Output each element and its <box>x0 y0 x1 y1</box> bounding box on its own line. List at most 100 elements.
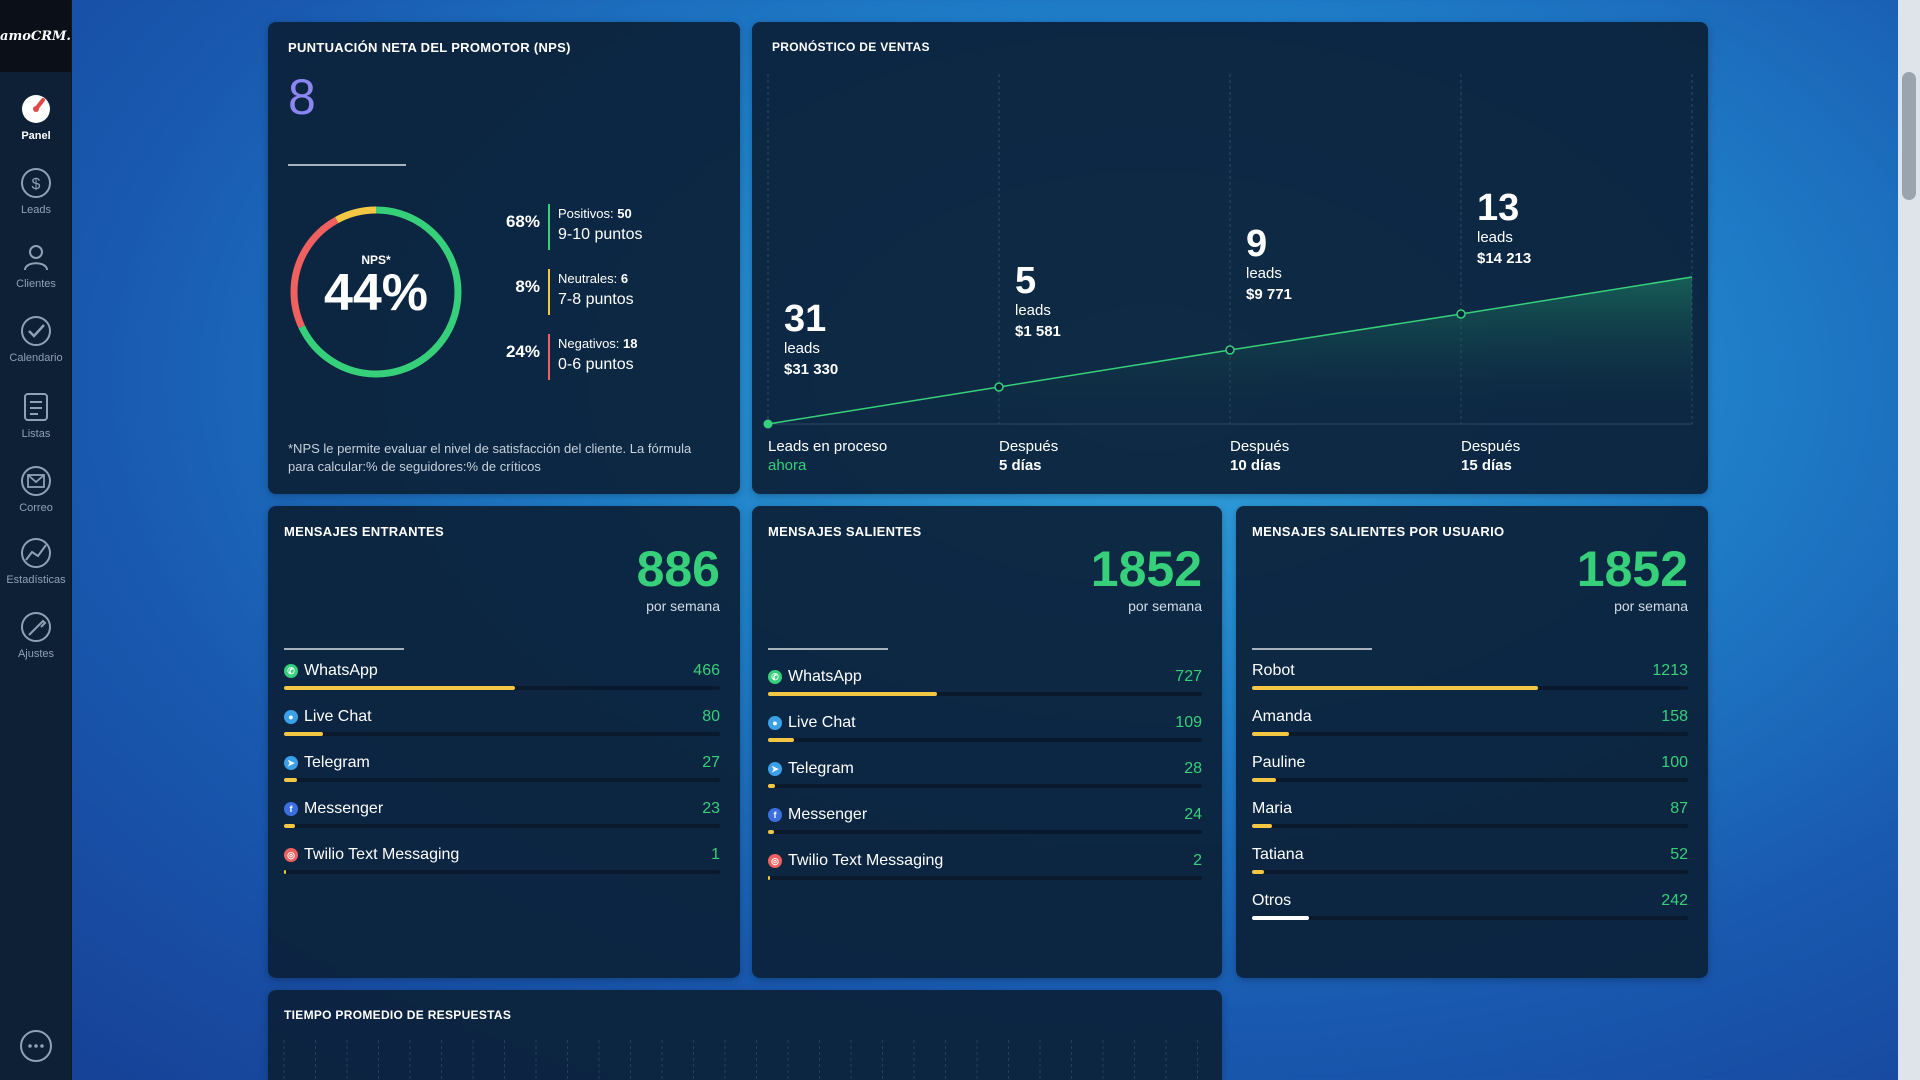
user-name: Pauline <box>1252 754 1306 771</box>
list-item[interactable]: ● Live Chat 109 <box>768 714 1202 760</box>
chat-icon[interactable] <box>18 1028 54 1064</box>
forecast-value: 13 leads $14 213 <box>1477 187 1532 267</box>
channel-name: Live Chat <box>788 714 856 731</box>
gauge-label: NPS* <box>361 253 391 267</box>
sidebar-item-estadisticas[interactable]: Estadísticas <box>0 536 72 586</box>
total-count: 1852 <box>1090 541 1202 597</box>
sidebar-item-leads[interactable]: $ Leads <box>0 166 72 216</box>
user-value: 100 <box>1661 754 1688 771</box>
list-item[interactable]: ✆ WhatsApp 727 <box>768 668 1202 714</box>
forecast-point <box>994 382 1004 392</box>
list-item[interactable]: Maria 87 <box>1252 800 1688 846</box>
app-logo[interactable]: amoCRM. <box>0 0 71 72</box>
channel-value: 80 <box>702 708 720 725</box>
progress-bar <box>1252 824 1273 828</box>
channel-name: Telegram <box>304 754 370 771</box>
channel-value: 27 <box>702 754 720 771</box>
livechat-icon: ● <box>284 710 298 724</box>
divider <box>284 648 404 650</box>
list-item[interactable]: Amanda 158 <box>1252 708 1688 754</box>
sidebar-item-clientes[interactable]: Clientes <box>0 240 72 290</box>
list-item[interactable]: ✆ WhatsApp 466 <box>284 662 720 708</box>
channel-name: Messenger <box>788 806 868 823</box>
list-item[interactable]: ● Live Chat 80 <box>284 708 720 754</box>
channel-value: 1 <box>711 846 720 863</box>
nps-pct: 24% <box>505 342 540 361</box>
progress-track <box>768 830 1202 834</box>
list-item[interactable]: Tatiana 52 <box>1252 846 1688 892</box>
scrollbar-thumb[interactable] <box>1902 72 1916 200</box>
checkmark-icon <box>21 316 51 346</box>
list-item[interactable]: f Messenger 23 <box>284 800 720 846</box>
card-title: PRONÓSTICO DE VENTAS <box>772 40 930 54</box>
sidebar-item-ajustes[interactable]: Ajustes <box>0 610 72 660</box>
progress-track <box>1252 732 1688 736</box>
twilio-icon: ◎ <box>284 848 298 862</box>
whatsapp-icon: ✆ <box>768 670 782 684</box>
mail-icon <box>21 466 51 496</box>
user-value: 158 <box>1661 708 1688 725</box>
channel-value: 109 <box>1175 714 1202 731</box>
sidebar-item-label: Listas <box>21 428 51 440</box>
sidebar-item-label: Calendario <box>9 352 63 364</box>
progress-bar <box>284 824 296 828</box>
progress-track <box>1252 778 1688 782</box>
list-item[interactable]: ◎ Twilio Text Messaging 2 <box>768 852 1202 898</box>
total-count: 886 <box>636 541 720 597</box>
progress-bar <box>1252 778 1276 782</box>
sidebar-item-panel[interactable]: Panel <box>0 92 72 142</box>
progress-bar <box>768 738 795 742</box>
messenger-icon: f <box>284 802 298 816</box>
response-time-grid <box>283 1040 1198 1080</box>
card-title: TIEMPO PROMEDIO DE RESPUESTAS <box>284 1008 512 1022</box>
list-item[interactable]: Robot 1213 <box>1252 662 1688 708</box>
nps-label: Negativos: 18 <box>558 336 638 351</box>
sidebar-item-calendario[interactable]: Calendario <box>0 314 72 364</box>
list-item[interactable]: ◎ Twilio Text Messaging 1 <box>284 846 720 892</box>
sidebar-item-listas[interactable]: Listas <box>0 390 72 440</box>
outgoing-by-user-card: MENSAJES SALIENTES POR USUARIO 1852 por … <box>1236 506 1708 978</box>
nps-neutral-row: 8% Neutrales: 6 7-8 puntos <box>498 269 718 321</box>
messenger-icon: f <box>768 808 782 822</box>
channel-name: WhatsApp <box>304 662 378 679</box>
user-value: 87 <box>1670 800 1688 817</box>
channel-value: 466 <box>693 662 720 679</box>
nps-gauge: NPS* 44% <box>290 206 462 378</box>
sidebar-item-label: Correo <box>19 502 53 514</box>
progress-bar <box>284 686 516 690</box>
list-item[interactable]: f Messenger 24 <box>768 806 1202 852</box>
card-title: PUNTUACIÓN NETA DEL PROMOTOR (NPS) <box>288 40 571 55</box>
user-name: Otros <box>1252 892 1292 909</box>
forecast-chart <box>763 74 1693 429</box>
progress-track <box>1252 824 1688 828</box>
progress-track <box>284 732 720 736</box>
progress-bar <box>768 876 770 880</box>
sidebar-item-correo[interactable]: Correo <box>0 464 72 514</box>
progress-bar <box>1252 686 1538 690</box>
nps-range: 0-6 puntos <box>558 356 634 373</box>
forecast-value: 31 leads $31 330 <box>784 298 839 378</box>
list-item[interactable]: ➤ Telegram 28 <box>768 760 1202 806</box>
progress-bar <box>284 778 298 782</box>
scrollbar[interactable] <box>1898 0 1920 1080</box>
sidebar-item-label: Estadísticas <box>6 574 66 586</box>
progress-track <box>1252 686 1688 690</box>
list-item[interactable]: Otros 242 <box>1252 892 1688 938</box>
forecast-stage: Después 15 días <box>1461 438 1521 474</box>
outgoing-messages-card: MENSAJES SALIENTES 1852 por semana ✆ What… <box>752 506 1222 978</box>
nps-pct: 8% <box>515 277 540 296</box>
user-name: Robot <box>1252 662 1295 679</box>
list-item[interactable]: Pauline 100 <box>1252 754 1688 800</box>
list-item[interactable]: ➤ Telegram 27 <box>284 754 720 800</box>
nps-separator <box>548 269 550 315</box>
divider <box>768 648 888 650</box>
livechat-icon: ● <box>768 716 782 730</box>
progress-bar <box>284 732 324 736</box>
channel-name: Live Chat <box>304 708 372 725</box>
progress-bar <box>1252 916 1309 920</box>
per-week-label: por semana <box>1614 598 1688 614</box>
user-value: 52 <box>1670 846 1688 863</box>
telegram-icon: ➤ <box>768 762 782 776</box>
user-value: 1213 <box>1652 662 1688 679</box>
per-week-label: por semana <box>1128 598 1202 614</box>
